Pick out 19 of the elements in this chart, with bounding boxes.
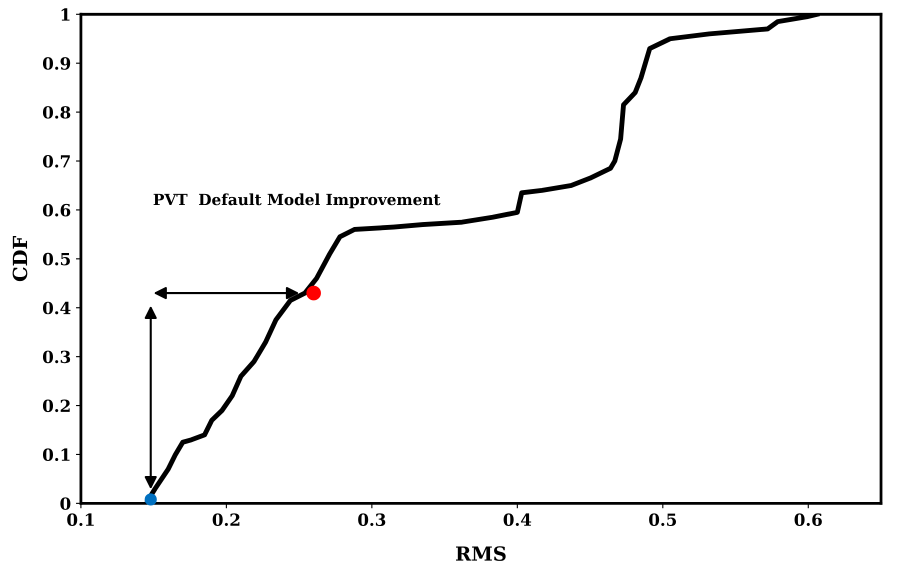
y-tick-label: 0.7	[42, 154, 70, 168]
y-tick-label: 0.4	[42, 302, 71, 314]
x-tick-label: 0.6	[794, 513, 822, 526]
y-tick-label: 0	[60, 497, 70, 510]
y-tick-label: 0.1	[42, 448, 70, 462]
x-tick-label: 0.3	[358, 513, 386, 526]
x-tick-label: 0.4	[504, 513, 532, 526]
x-tick-label: 0.5	[649, 513, 676, 526]
y-tick-label: 1	[62, 8, 70, 21]
x-tick-label: 0.2	[212, 513, 240, 526]
y-tick-label: 0.9	[42, 57, 70, 70]
y-tick-label: 0.6	[42, 204, 70, 216]
annotation: PVT Default Model Improvement	[154, 193, 440, 208]
y-tick-label: 0.3	[42, 350, 70, 364]
y-tick-label: 0.5	[42, 252, 70, 266]
y-tick-label: 0.2	[42, 400, 70, 412]
y-axis-title: CDF	[12, 236, 28, 282]
x-axis-title: RMS	[456, 546, 506, 561]
y-tick-label: 0.8	[42, 106, 70, 119]
